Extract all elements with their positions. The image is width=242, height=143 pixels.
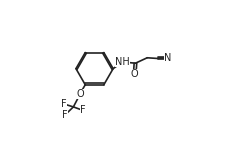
Text: O: O	[131, 69, 138, 79]
Text: F: F	[61, 99, 67, 109]
Text: O: O	[76, 89, 84, 99]
Text: NH: NH	[115, 57, 130, 67]
Text: F: F	[80, 106, 86, 116]
Text: F: F	[62, 110, 68, 120]
Text: N: N	[164, 53, 172, 63]
